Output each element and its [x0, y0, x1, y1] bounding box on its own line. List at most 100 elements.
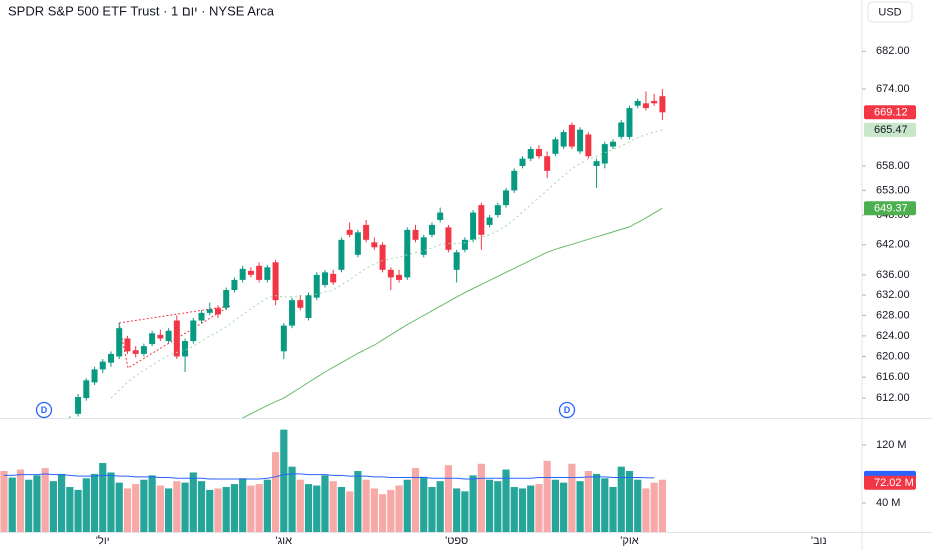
candle-body [157, 334, 164, 339]
candle-body [182, 341, 189, 357]
volume-bar [609, 486, 617, 532]
candle-body [478, 205, 485, 235]
volume-bar [230, 484, 239, 532]
volume-bar [214, 488, 222, 532]
y-tick-label: 616.00 [876, 371, 910, 383]
volume-bar [173, 481, 181, 532]
volume-bar [642, 488, 650, 532]
volume-bar [271, 452, 280, 532]
candle-body [428, 224, 435, 235]
volume-bar [568, 463, 576, 532]
dividend-marker[interactable] [35, 401, 53, 419]
volume-bar [181, 482, 189, 532]
candle-body [107, 353, 114, 363]
volume-bar [25, 479, 33, 532]
moving-average-line [242, 207, 663, 418]
dividend-label[interactable]: D [564, 405, 571, 415]
volume-bar [650, 482, 658, 532]
y-tick-label: 612.00 [876, 392, 910, 404]
candle-body [256, 265, 263, 280]
volume-bar [148, 475, 156, 532]
candle-body [140, 346, 147, 354]
currency-button[interactable] [867, 1, 913, 23]
volume-bar [346, 491, 354, 532]
candle-body [363, 224, 370, 240]
price-pane [69, 89, 666, 418]
candle-body [379, 244, 386, 270]
y-tick-label: 40 M [876, 497, 900, 509]
candle-body [544, 156, 551, 171]
volume-bar [255, 484, 263, 532]
candle-body [642, 103, 649, 109]
volume-bar [403, 479, 411, 532]
volume-bar [288, 466, 296, 532]
candle-body [149, 333, 156, 345]
volume-ma-line [4, 473, 655, 480]
candle-body [552, 139, 559, 154]
volume-bar [527, 485, 535, 532]
volume-bar [66, 486, 74, 532]
volume-bar [165, 488, 173, 532]
volume-bar [247, 485, 255, 532]
candle-body [297, 300, 304, 308]
volume-label-bg [864, 475, 916, 490]
volume-bar [74, 489, 82, 532]
candle-body [396, 274, 403, 280]
candle-body [651, 100, 658, 104]
x-tick-label: יול' [96, 534, 110, 547]
volume-bar [469, 475, 477, 532]
volume-bar [156, 485, 164, 532]
candle-body [568, 124, 575, 147]
candle-body [626, 108, 633, 137]
y-tick-label: 658.00 [876, 160, 910, 172]
candle-body [272, 262, 279, 301]
candle-body [116, 328, 123, 357]
volume-bar [625, 471, 634, 532]
x-tick-label: ספט' [445, 535, 468, 547]
candle-body [461, 239, 468, 250]
moving-average-line [110, 129, 663, 399]
volume-bar [197, 481, 206, 532]
candle-body [206, 309, 213, 313]
volume-bar [551, 479, 560, 532]
candle-body [577, 129, 584, 152]
candle-body [173, 320, 180, 357]
volume-bar [16, 469, 25, 532]
currency-label[interactable]: USD [878, 6, 901, 18]
candle-body [601, 144, 608, 164]
volume-bar [33, 475, 41, 532]
y-tick-label: 636.00 [876, 269, 910, 281]
volume-bar [0, 471, 8, 532]
volume-bar [123, 488, 132, 532]
candle-body [519, 158, 526, 166]
volume-bar [617, 466, 625, 532]
candle-body [91, 369, 98, 383]
volume-bar [189, 472, 197, 532]
volume-pane [0, 429, 666, 532]
volume-bar [115, 482, 123, 532]
y-tick-label: 624.00 [876, 330, 910, 342]
candle-body [511, 170, 518, 191]
candle-body [313, 274, 320, 298]
volume-bar [329, 481, 337, 532]
y-tick-label: 120 M [876, 439, 907, 451]
candle-body [214, 308, 221, 315]
last-price-label-bg [864, 105, 916, 120]
volume-bar [428, 486, 436, 532]
candle-body [190, 320, 197, 342]
volume-bar [222, 486, 230, 532]
candle-body [437, 212, 444, 220]
candle-body [338, 239, 345, 270]
volume-bar [576, 481, 584, 532]
candle-body [354, 232, 361, 255]
volume-bar [370, 488, 378, 532]
y-tick-label: 632.00 [876, 289, 910, 301]
dividend-marker[interactable] [558, 401, 576, 419]
dividend-label[interactable]: D [41, 405, 48, 415]
volume-bar [436, 481, 444, 532]
candle-body [445, 227, 452, 250]
volume-bar [239, 478, 247, 532]
candle-body [420, 237, 427, 255]
